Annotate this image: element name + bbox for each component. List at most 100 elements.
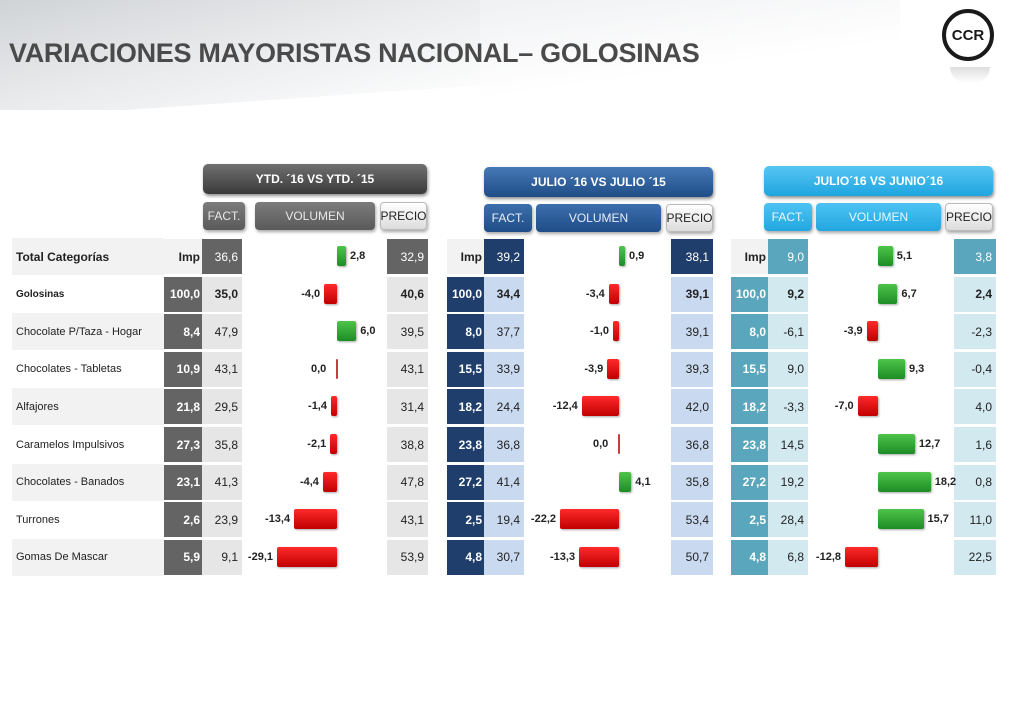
- jul-precio-cell: 39,1: [671, 314, 713, 350]
- ytd-fact-cell: 41,3: [202, 464, 242, 500]
- ytd-precio-cell: 43,1: [387, 351, 428, 387]
- ytd-imp-cell: 23,1: [164, 464, 202, 500]
- jun-precio-cell: 22,5: [954, 539, 996, 575]
- row-label: Golosinas: [16, 288, 65, 300]
- ytd-volume-label: 0,0: [311, 362, 327, 375]
- ytd-fact-cell: 36,6: [202, 239, 242, 274]
- julio-precio-button[interactable]: PRECIO: [666, 204, 713, 232]
- jun-volume-label: 5,1: [896, 250, 913, 262]
- page-title: VARIACIONES MAYORISTAS NACIONAL– GOLOSIN…: [9, 38, 700, 68]
- jul-precio-cell: 38,1: [671, 239, 713, 274]
- jul-fact-cell: 33,9: [484, 351, 524, 387]
- julio-fact-button[interactable]: FACT.: [484, 204, 532, 232]
- ytd-volumen-button[interactable]: VOLUMEN: [255, 202, 375, 230]
- junio-volumen-button[interactable]: VOLUMEN: [816, 203, 941, 231]
- jun-imp-cell: 4,8: [731, 539, 768, 575]
- row-stripe: [12, 238, 164, 275]
- jul-imp-cell: 8,0: [447, 314, 484, 350]
- jul-volume-label: 0,9: [629, 250, 645, 262]
- ytd-imp-cell: 21,8: [164, 389, 202, 425]
- ytd-fact-cell: 43,1: [202, 351, 242, 387]
- ytd-volume-area: [244, 238, 385, 275]
- jul-fact-cell: 37,7: [484, 314, 524, 350]
- ytd-precio-cell: 31,4: [387, 389, 428, 425]
- jul-volume-label: -13,3: [550, 550, 576, 563]
- ytd-precio-button[interactable]: PRECIO: [380, 202, 427, 230]
- header-julio[interactable]: JULIO ´16 VS JULIO ´15: [484, 167, 713, 197]
- jul-volume-bar-zero: [618, 434, 620, 454]
- junio-precio-button[interactable]: PRECIO: [945, 203, 993, 231]
- ytd-precio-cell: 39,5: [387, 314, 428, 350]
- jul-imp-cell: 15,5: [447, 351, 484, 387]
- jul-volume-area: [525, 313, 668, 351]
- jun-fact-cell: 14,5: [768, 427, 808, 462]
- junio-fact-button[interactable]: FACT.: [764, 203, 812, 231]
- jul-fact-cell: 39,2: [484, 239, 524, 274]
- jun-imp-cell: 27,2: [731, 464, 768, 500]
- ytd-fact-cell: 23,9: [202, 502, 242, 538]
- ytd-volume-label: 2,8: [349, 250, 366, 262]
- header-junio[interactable]: JULIO´16 VS JUNIO´16: [764, 166, 993, 196]
- ytd-imp-cell: 27,3: [164, 427, 202, 462]
- row-label: Total Categorías: [16, 249, 110, 264]
- jul-precio-cell: 50,7: [671, 539, 713, 575]
- ytd-precio-cell: 43,1: [387, 502, 428, 538]
- jul-precio-cell: 36,8: [671, 427, 713, 462]
- jun-volume-label: 6,7: [901, 287, 917, 300]
- jun-volume-bar-positive: [878, 509, 924, 530]
- jun-imp-cell: 23,8: [731, 427, 768, 462]
- row-stripe: [12, 388, 164, 426]
- jul-imp-cell: 2,5: [447, 502, 484, 538]
- logo-reflection: [950, 67, 990, 83]
- jul-volume-label: 0,0: [593, 438, 609, 450]
- ytd-imp-cell: 10,9: [164, 351, 202, 387]
- jul-volume-bar-positive: [619, 246, 625, 266]
- ytd-imp-cell: 2,6: [164, 502, 202, 538]
- jun-precio-cell: -2,3: [954, 314, 996, 350]
- julio-volumen-button[interactable]: VOLUMEN: [536, 204, 661, 232]
- jul-imp-cell: 100,0: [447, 276, 484, 312]
- ytd-precio-cell: 32,9: [387, 239, 428, 274]
- jul-volume-bar-negative: [581, 396, 619, 417]
- jul-volume-label: 4,1: [635, 475, 651, 488]
- row-stripe: [12, 426, 164, 463]
- jul-precio-cell: 42,0: [671, 389, 713, 425]
- jun-volume-label: 18,2: [934, 475, 957, 488]
- jul-volume-area: [525, 275, 668, 313]
- ytd-volume-label: -4,0: [301, 287, 321, 300]
- jun-volume-bar-negative: [857, 396, 878, 417]
- jul-volume-area: [525, 463, 668, 501]
- jun-fact-cell: -6,1: [768, 314, 808, 350]
- jun-fact-cell: 9,0: [768, 239, 808, 274]
- ytd-precio-cell: 53,9: [387, 539, 428, 575]
- jul-fact-cell: 36,8: [484, 427, 524, 462]
- jul-fact-cell: 41,4: [484, 464, 524, 500]
- jul-volume-label: -3,4: [585, 287, 605, 300]
- jul-volume-label: -1,0: [590, 325, 609, 338]
- row-label: Chocolates - Tabletas: [16, 363, 122, 376]
- jun-precio-cell: 11,0: [954, 502, 996, 538]
- row-stripe: [12, 313, 164, 351]
- jun-volume-area: [810, 538, 952, 576]
- jun-imp-cell: 8,0: [731, 314, 768, 350]
- ytd-imp-cell: 8,4: [164, 314, 202, 350]
- jun-volume-label: 9,3: [908, 362, 925, 375]
- jul-volume-label: -22,2: [530, 513, 556, 526]
- jun-precio-cell: -0,4: [954, 351, 996, 387]
- ytd-volume-area: [244, 388, 385, 426]
- jun-precio-cell: 2,4: [954, 276, 996, 312]
- ytd-fact-button[interactable]: FACT.: [203, 202, 245, 230]
- jul-volume-bar-negative: [608, 283, 619, 304]
- ytd-volume-area: [244, 275, 385, 313]
- ytd-volume-label: -1,4: [308, 400, 327, 413]
- header-ytd[interactable]: YTD. ´16 VS YTD. ´15: [203, 164, 427, 194]
- ytd-volume-label: -4,4: [299, 475, 319, 488]
- ytd-precio-cell: 38,8: [387, 427, 428, 462]
- jul-volume-bar-negative: [613, 321, 619, 342]
- ytd-volume-label: -13,4: [265, 513, 291, 526]
- ytd-volume-area: [244, 463, 385, 501]
- jul-imp-cell: 27,2: [447, 464, 484, 500]
- jul-precio-cell: 53,4: [671, 502, 713, 538]
- row-stripe: [12, 501, 164, 539]
- jun-volume-label: -3,9: [843, 325, 863, 338]
